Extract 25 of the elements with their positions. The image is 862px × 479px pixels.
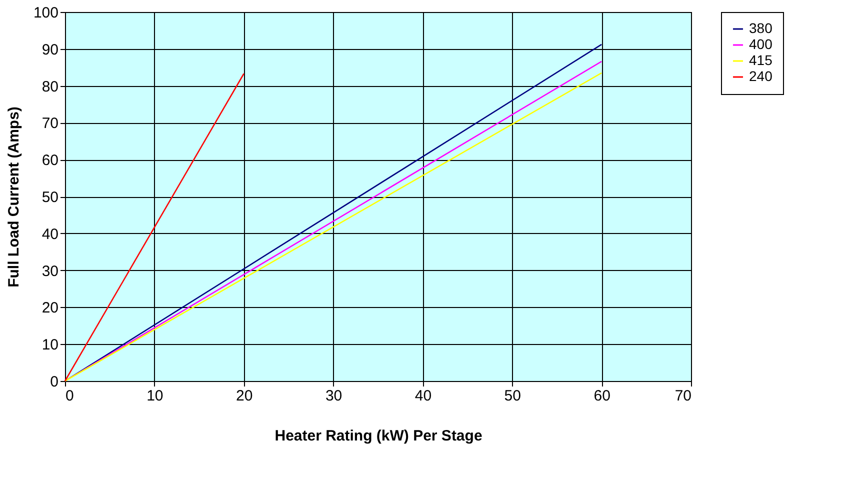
y-tick-label: 10 (42, 336, 58, 354)
x-tick-label: 70 (674, 388, 692, 404)
x-tick-label: 20 (236, 388, 253, 404)
y-tick-label: 80 (42, 78, 58, 96)
y-tick-label: 40 (42, 226, 58, 243)
y-axis-title: Full Load Current (Amps) (5, 106, 22, 288)
legend-label: 240 (749, 68, 773, 84)
legend-label: 400 (749, 36, 773, 52)
x-tick-label: 0 (66, 388, 74, 404)
legend-label: 415 (749, 52, 773, 68)
x-tick-label: 50 (504, 388, 521, 404)
x-tick-label: 10 (146, 388, 164, 404)
y-tick-label: 100 (33, 4, 58, 22)
x-tick-label: 60 (594, 388, 610, 404)
y-tick-label: 50 (42, 189, 58, 206)
x-tick-label: 40 (414, 388, 432, 404)
y-tick-label: 0 (50, 374, 58, 390)
y-tick-label: 90 (42, 41, 58, 58)
legend-label: 380 (749, 20, 773, 36)
y-tick-label: 70 (42, 115, 58, 132)
x-axis-title: Heater Rating (kW) Per Stage (274, 428, 482, 444)
y-tick-label: 20 (42, 300, 58, 317)
y-tick-label: 30 (42, 262, 58, 280)
x-tick-label: 30 (325, 388, 342, 404)
y-tick-label: 60 (42, 152, 58, 170)
